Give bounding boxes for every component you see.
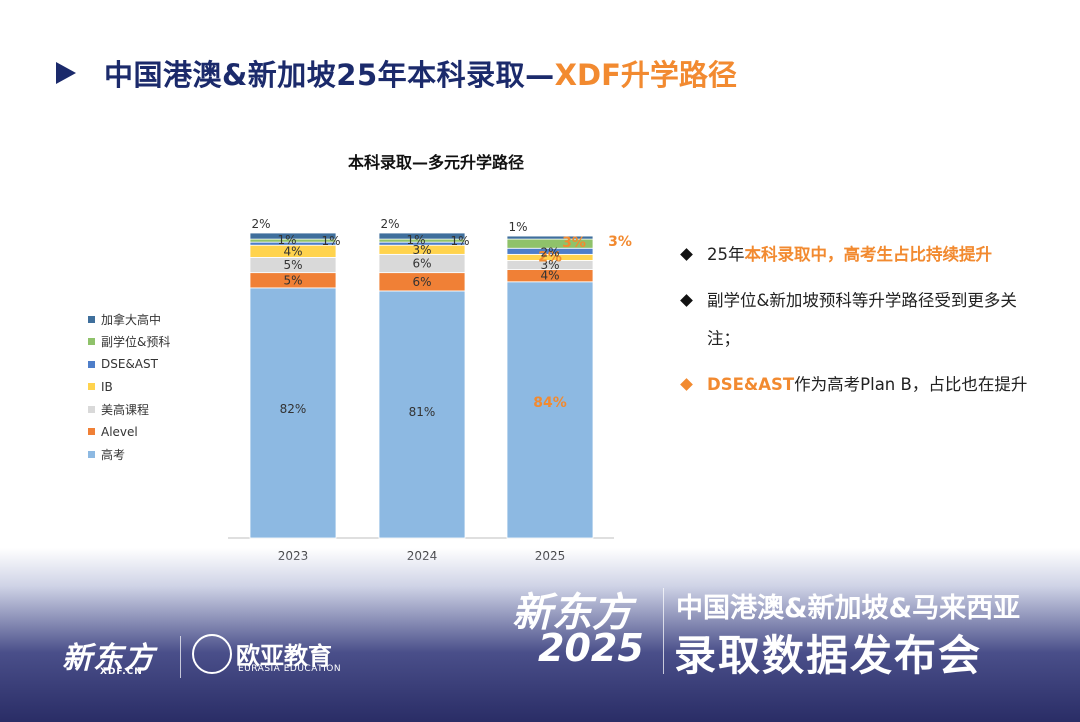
bullet-text: 25年本科录取中，高考生占比持续提升 xyxy=(707,236,992,274)
data-label-2024-s3: 3% xyxy=(412,243,431,257)
data-label-2025-s1: 4% xyxy=(540,269,559,283)
data-label-2023-s1: 5% xyxy=(283,273,302,287)
page-title: 中国港澳&新加坡25年本科录取— XDF升学路径 xyxy=(56,50,737,96)
data-label-2025-s0: 84% xyxy=(533,395,567,411)
data-label-2023-s3: 4% xyxy=(283,244,302,258)
data-label-2023-s4: 1% xyxy=(321,234,340,248)
data-label-2024-s4: 1% xyxy=(450,234,469,248)
legend-label: 美高课程 xyxy=(101,402,150,417)
eurasia-logo-text: 欧亚教育 xyxy=(236,642,332,670)
highlight-text: DSE&AST xyxy=(707,375,795,394)
legend-label: IB xyxy=(101,379,113,394)
bar-2025-s0 xyxy=(506,281,594,539)
bar-2023-s6 xyxy=(249,232,337,240)
title-arrow-icon xyxy=(56,62,76,84)
legend-item: 加拿大高中 xyxy=(88,308,170,331)
eurasia-logo-icon xyxy=(192,634,232,674)
bullet-item: 副学位&新加坡预科等升学路径受到更多关注； xyxy=(678,282,1048,358)
bar-2025-s6 xyxy=(506,235,594,240)
diamond-bullet-icon xyxy=(680,294,693,307)
diamond-bullet-icon xyxy=(680,378,693,391)
legend-swatch xyxy=(88,405,95,413)
legend-swatch xyxy=(88,315,95,323)
event-brand: 新东方 xyxy=(512,590,632,636)
data-label-2024-s6: 2% xyxy=(380,217,399,231)
data-label-2025-s2: 3% xyxy=(540,258,559,272)
legend-swatch xyxy=(88,428,95,436)
legend-label: 加拿大高中 xyxy=(101,312,162,327)
legend-swatch xyxy=(88,383,95,391)
eurasia-logo-sub: EURASIA EDUCATION xyxy=(238,664,342,674)
bar-2023-s0 xyxy=(249,287,337,539)
bullet-text: 副学位&新加坡预科等升学路径受到更多关注； xyxy=(707,282,1048,358)
data-label-2024-s5: 1% xyxy=(406,233,425,247)
footer-divider xyxy=(180,636,181,678)
event-title: 录取数据发布会 xyxy=(674,631,983,680)
data-label-2024-s2: 6% xyxy=(412,257,431,271)
bullet-list: 25年本科录取中，高考生占比持续提升副学位&新加坡预科等升学路径受到更多关注； D… xyxy=(678,236,1048,412)
legend-item: DSE&AST xyxy=(88,353,170,376)
legend-label: 高考 xyxy=(101,447,126,462)
bar-2024-s6 xyxy=(378,232,466,240)
data-label-2025-s4: 2% xyxy=(540,245,559,259)
event-year: 2025 xyxy=(538,626,644,670)
plain-text: 副学位&新加坡预科等升学路径受到更多关注； xyxy=(707,291,1017,348)
legend-item: 美高课程 xyxy=(88,398,170,421)
title-main: 中国港澳&新加坡25年本科录取— xyxy=(104,58,555,92)
data-label-2023-s0: 82% xyxy=(280,402,307,416)
legend-label: Alevel xyxy=(101,424,138,439)
legend-item: Alevel xyxy=(88,421,170,444)
data-label-2024-s1: 6% xyxy=(412,275,431,289)
legend-swatch xyxy=(88,450,95,458)
legend-item: IB xyxy=(88,376,170,399)
xdf-logo-sub: XDF.CN xyxy=(100,667,143,677)
data-label-2025-s3: 2% xyxy=(538,249,562,265)
legend-swatch xyxy=(88,338,95,346)
title-accent: XDF升学路径 xyxy=(554,58,737,92)
data-label-2023-s6: 2% xyxy=(251,217,270,231)
event-divider xyxy=(663,588,664,674)
diamond-bullet-icon xyxy=(680,248,693,261)
chart-title: 本科录取—多元升学路径 xyxy=(348,153,524,172)
footer-banner xyxy=(0,548,1080,722)
bullet-item: DSE&AST作为高考Plan B，占比也在提升 xyxy=(678,366,1048,404)
data-label-2025-s5: 3% xyxy=(562,235,586,251)
plain-text: 作为高考Plan B，占比也在提升 xyxy=(794,375,1028,394)
data-label-2023-s5: 1% xyxy=(277,233,296,247)
event-subtitle: 中国港澳&新加坡&马来西亚 xyxy=(676,593,1021,624)
legend-item: 副学位&预科 xyxy=(88,331,170,354)
chart-legend: 加拿大高中副学位&预科 DSE&AST IB 美高课程 Alevel 高考 xyxy=(88,308,170,466)
bullet-item: 25年本科录取中，高考生占比持续提升 xyxy=(678,236,1048,274)
plain-text: 25年 xyxy=(707,245,745,264)
data-label-2025-s6: 1% xyxy=(508,220,527,234)
callout-label-2025: 3% xyxy=(608,234,632,250)
data-label-2023-s2: 5% xyxy=(283,258,302,272)
data-label-2024-s0: 81% xyxy=(409,405,436,419)
legend-swatch xyxy=(88,360,95,368)
legend-label: DSE&AST xyxy=(101,357,158,372)
legend-label: 副学位&预科 xyxy=(101,335,171,350)
xdf-logo: 新东方 xyxy=(62,641,155,676)
bullet-text: DSE&AST作为高考Plan B，占比也在提升 xyxy=(707,366,1027,404)
bar-2024-s0 xyxy=(378,290,466,539)
highlight-text: 本科录取中，高考生占比持续提升 xyxy=(744,245,993,264)
legend-item: 高考 xyxy=(88,443,170,466)
